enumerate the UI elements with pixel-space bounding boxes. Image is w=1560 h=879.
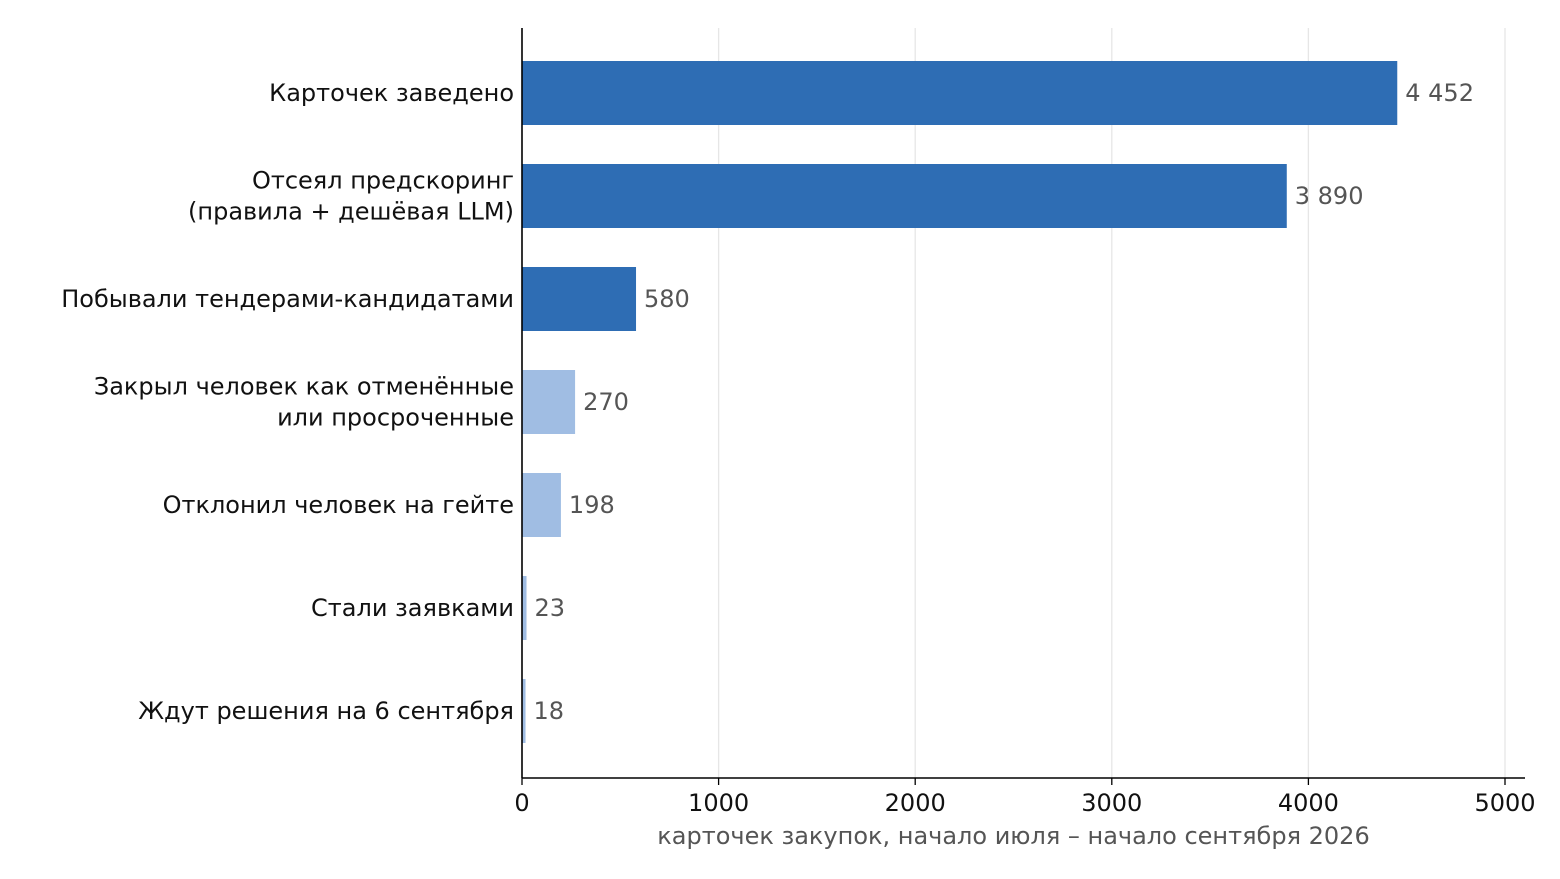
bars (522, 61, 1398, 743)
category-label: Стали заявками (311, 594, 514, 622)
bar (522, 370, 576, 434)
value-label: 23 (535, 594, 566, 622)
category-label: Отклонил человек на гейте (163, 491, 514, 519)
category-labels: Карточек заведено Отсеял предскоринг (прав… (61, 79, 514, 725)
category-label: (правила + дешёвая LLM) (188, 198, 514, 226)
x-tick-label: 0 (514, 789, 529, 817)
value-label: 270 (583, 388, 629, 416)
value-label: 580 (644, 285, 690, 313)
bar (522, 267, 637, 331)
bar (522, 473, 561, 537)
grid-lines (717, 28, 1506, 778)
bar (522, 679, 526, 743)
category-label: Побывали тендерами-кандидатами (61, 285, 514, 313)
x-tick-label: 2000 (885, 789, 946, 817)
category-label: Карточек заведено (269, 79, 514, 107)
value-label: 198 (569, 491, 615, 519)
value-label: 18 (534, 697, 565, 725)
category-label: Отсеял предскоринг (252, 167, 514, 195)
value-label: 3 890 (1295, 182, 1364, 210)
value-label: 4 452 (1405, 79, 1474, 107)
x-tick-label: 3000 (1081, 789, 1142, 817)
value-labels: 4 452 3 890 580 270 198 23 18 (534, 79, 1474, 725)
x-tick-label: 5000 (1474, 789, 1535, 817)
x-axis-title: карточек закупок, начало июля – начало с… (657, 822, 1369, 850)
x-tick-label: 4000 (1278, 789, 1339, 817)
bar (522, 61, 1398, 125)
bar (522, 164, 1287, 228)
bar (522, 576, 527, 640)
axes (521, 28, 1525, 779)
category-label: или просроченные (277, 404, 514, 432)
category-label: Закрыл человек как отменённые (94, 373, 514, 401)
x-tick-label: 1000 (688, 789, 749, 817)
x-ticks: 0 1000 2000 3000 4000 5000 (514, 778, 1536, 817)
category-label: Ждут решения на 6 сентября (138, 697, 514, 725)
